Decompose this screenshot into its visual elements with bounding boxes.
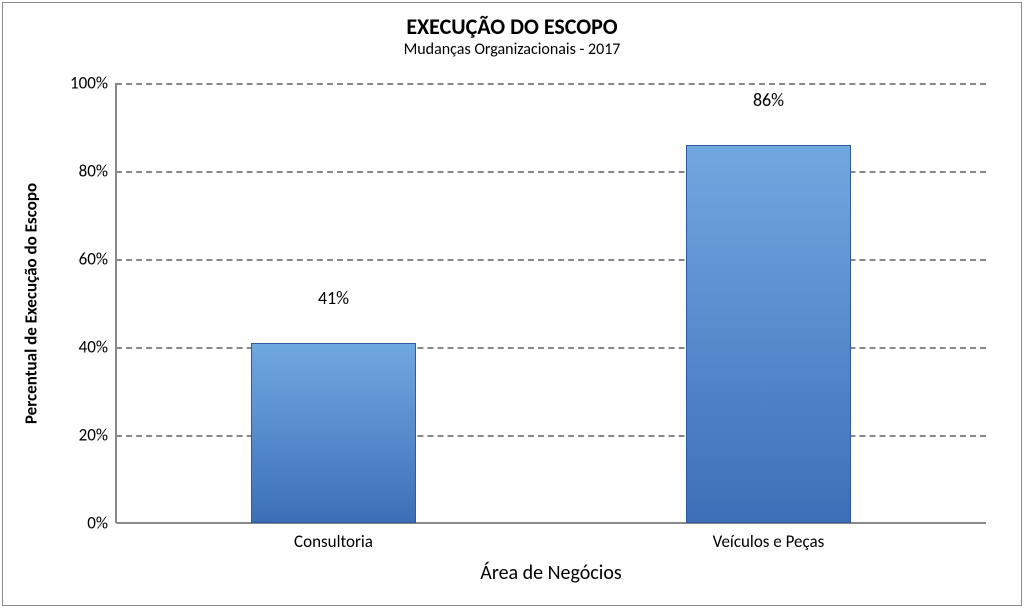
- bar: [686, 145, 851, 523]
- x-axis-label: Área de Negócios: [116, 561, 986, 585]
- chart-title: EXECUÇÃO DO ESCOPO: [3, 13, 1021, 40]
- bar: [251, 343, 416, 523]
- y-tick-label: 100%: [70, 73, 116, 94]
- bar-value-label: 41%: [318, 287, 349, 315]
- chart-container: EXECUÇÃO DO ESCOPO Mudanças Organizacion…: [2, 2, 1022, 606]
- x-axis-line: [116, 522, 986, 524]
- chart-subtitle: Mudanças Organizacionais - 2017: [3, 40, 1021, 59]
- gridline: [116, 347, 986, 349]
- y-tick-label: 80%: [79, 161, 116, 182]
- x-tick-label: Veículos e Peças: [713, 523, 825, 552]
- gridline: [116, 83, 986, 85]
- y-tick-label: 0%: [87, 513, 116, 534]
- y-axis-line: [115, 83, 117, 523]
- y-tick-label: 60%: [79, 249, 116, 270]
- gridline: [116, 435, 986, 437]
- y-tick-label: 20%: [79, 425, 116, 446]
- x-tick-label: Consultoria: [294, 523, 373, 552]
- bar-value-label: 86%: [753, 89, 784, 117]
- gridline: [116, 259, 986, 261]
- y-axis-label: Percentual de Execução do Escopo: [21, 154, 42, 454]
- plot-area: 0%20%40%60%80%100%41%Consultoria86%Veícu…: [116, 83, 986, 523]
- gridline: [116, 171, 986, 173]
- y-tick-label: 40%: [79, 337, 116, 358]
